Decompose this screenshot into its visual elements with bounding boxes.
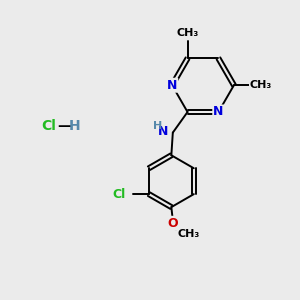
- Text: Cl: Cl: [41, 119, 56, 134]
- Text: N: N: [167, 79, 177, 92]
- Text: CH₃: CH₃: [176, 28, 199, 38]
- Text: N: N: [158, 124, 168, 138]
- Text: CH₃: CH₃: [177, 230, 199, 239]
- Text: Cl: Cl: [113, 188, 126, 201]
- Text: H: H: [153, 121, 162, 131]
- Text: H: H: [69, 119, 81, 134]
- Text: O: O: [167, 217, 178, 230]
- Text: —: —: [57, 119, 71, 134]
- Text: CH₃: CH₃: [250, 80, 272, 90]
- Text: N: N: [213, 106, 224, 118]
